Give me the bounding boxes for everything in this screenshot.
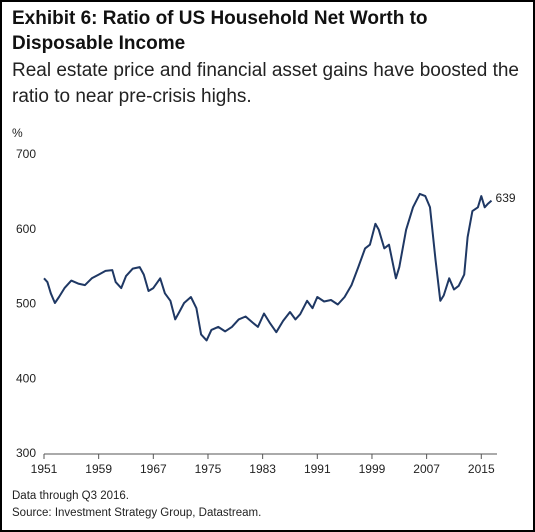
x-tick-label: 2007	[413, 462, 440, 476]
x-tick-label: 1991	[304, 462, 331, 476]
x-tick-label: 1951	[31, 462, 58, 476]
note: Data through Q3 2016.	[12, 490, 129, 502]
chart-title: Exhibit 6: Ratio of US Household Net Wor…	[12, 8, 428, 54]
note: Source: Investment Strategy Group, Datas…	[12, 507, 262, 519]
y-tick-label: 300	[16, 446, 36, 460]
y-axis-label: %	[12, 126, 23, 140]
y-tick-label: 700	[16, 147, 36, 161]
x-tick-label: 1975	[195, 462, 222, 476]
x-tick-label: 2015	[468, 462, 495, 476]
y-tick-label: 600	[16, 222, 36, 236]
y-tick-label: 400	[16, 371, 36, 385]
y-tick-label: 500	[16, 297, 36, 311]
chart-subtitle: Real estate price and financial asset ga…	[12, 60, 519, 107]
x-tick-label: 1983	[249, 462, 276, 476]
x-tick-label: 1999	[359, 462, 386, 476]
line-series	[43, 192, 493, 342]
x-tick-label: 1959	[85, 462, 112, 476]
x-tick-label: 1967	[140, 462, 167, 476]
annotation: 639	[496, 191, 516, 205]
